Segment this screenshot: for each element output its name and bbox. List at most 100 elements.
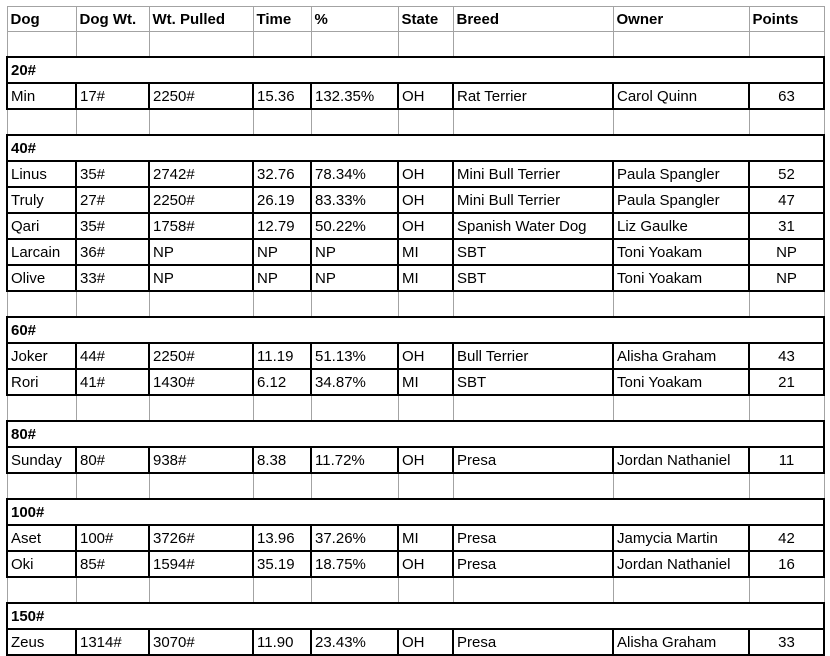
empty-cell[interactable] [6, 108, 77, 136]
cell-owner[interactable]: Jordan Nathaniel [612, 446, 750, 474]
cell-owner[interactable]: Toni Yoakam [612, 368, 750, 396]
cell-breed[interactable]: Rat Terrier [452, 82, 614, 110]
empty-cell[interactable] [252, 472, 312, 500]
cell-pct[interactable]: 34.87% [310, 368, 399, 396]
empty-cell[interactable] [148, 394, 254, 422]
weight-class-label[interactable]: 60# [6, 316, 825, 344]
cell-time[interactable]: 8.38 [252, 446, 312, 474]
cell-time[interactable]: 13.96 [252, 524, 312, 552]
cell-pct[interactable]: 83.33% [310, 186, 399, 214]
cell-breed[interactable]: Presa [452, 446, 614, 474]
cell-points[interactable]: 11 [748, 446, 825, 474]
header-cell-points[interactable]: Points [748, 6, 825, 32]
cell-points[interactable]: 31 [748, 212, 825, 240]
cell-breed[interactable]: Bull Terrier [452, 342, 614, 370]
empty-cell[interactable] [148, 31, 254, 58]
cell-breed[interactable]: Spanish Water Dog [452, 212, 614, 240]
cell-wt_pulled[interactable]: 3726# [148, 524, 254, 552]
cell-time[interactable]: 11.19 [252, 342, 312, 370]
empty-cell[interactable] [310, 290, 399, 318]
empty-cell[interactable] [148, 576, 254, 604]
cell-breed[interactable]: Mini Bull Terrier [452, 160, 614, 188]
empty-cell[interactable] [748, 472, 825, 500]
empty-cell[interactable] [6, 394, 77, 422]
empty-cell[interactable] [748, 576, 825, 604]
cell-time[interactable]: 12.79 [252, 212, 312, 240]
cell-dog_wt[interactable]: 80# [75, 446, 150, 474]
empty-cell[interactable] [310, 394, 399, 422]
cell-dog[interactable]: Joker [6, 342, 77, 370]
empty-cell[interactable] [612, 108, 750, 136]
cell-points[interactable]: 47 [748, 186, 825, 214]
header-cell-state[interactable]: State [397, 6, 454, 32]
cell-pct[interactable]: 23.43% [310, 628, 399, 656]
cell-dog[interactable]: Oki [6, 550, 77, 578]
empty-cell[interactable] [252, 31, 312, 58]
cell-time[interactable]: 15.36 [252, 82, 312, 110]
cell-breed[interactable]: SBT [452, 368, 614, 396]
weight-class-label[interactable]: 20# [6, 56, 825, 84]
cell-breed[interactable]: SBT [452, 264, 614, 292]
cell-pct[interactable]: 18.75% [310, 550, 399, 578]
cell-dog_wt[interactable]: 44# [75, 342, 150, 370]
cell-wt_pulled[interactable]: 2250# [148, 82, 254, 110]
empty-cell[interactable] [310, 31, 399, 58]
cell-wt_pulled[interactable]: 1758# [148, 212, 254, 240]
empty-cell[interactable] [397, 108, 454, 136]
cell-time[interactable]: 32.76 [252, 160, 312, 188]
cell-state[interactable]: MI [397, 238, 454, 266]
cell-dog[interactable]: Rori [6, 368, 77, 396]
cell-pct[interactable]: 132.35% [310, 82, 399, 110]
cell-state[interactable]: MI [397, 368, 454, 396]
empty-cell[interactable] [612, 290, 750, 318]
cell-wt_pulled[interactable]: 2250# [148, 342, 254, 370]
empty-cell[interactable] [252, 290, 312, 318]
empty-cell[interactable] [75, 31, 150, 58]
cell-owner[interactable]: Alisha Graham [612, 342, 750, 370]
empty-cell[interactable] [75, 576, 150, 604]
cell-dog[interactable]: Larcain [6, 238, 77, 266]
cell-points[interactable]: 42 [748, 524, 825, 552]
weight-class-label[interactable]: 150# [6, 602, 825, 630]
cell-pct[interactable]: 50.22% [310, 212, 399, 240]
cell-owner[interactable]: Toni Yoakam [612, 264, 750, 292]
empty-cell[interactable] [397, 472, 454, 500]
cell-owner[interactable]: Alisha Graham [612, 628, 750, 656]
cell-points[interactable]: 16 [748, 550, 825, 578]
cell-pct[interactable]: 51.13% [310, 342, 399, 370]
cell-owner[interactable]: Jamycia Martin [612, 524, 750, 552]
empty-cell[interactable] [252, 394, 312, 422]
empty-cell[interactable] [397, 576, 454, 604]
cell-owner[interactable]: Carol Quinn [612, 82, 750, 110]
cell-dog_wt[interactable]: 27# [75, 186, 150, 214]
empty-cell[interactable] [75, 290, 150, 318]
cell-dog[interactable]: Min [6, 82, 77, 110]
cell-dog[interactable]: Sunday [6, 446, 77, 474]
cell-points[interactable]: NP [748, 238, 825, 266]
cell-wt_pulled[interactable]: NP [148, 264, 254, 292]
cell-time[interactable]: 6.12 [252, 368, 312, 396]
cell-dog[interactable]: Truly [6, 186, 77, 214]
cell-points[interactable]: 33 [748, 628, 825, 656]
empty-cell[interactable] [397, 31, 454, 58]
cell-wt_pulled[interactable]: 2250# [148, 186, 254, 214]
weight-class-label[interactable]: 80# [6, 420, 825, 448]
cell-pct[interactable]: 37.26% [310, 524, 399, 552]
cell-breed[interactable]: Mini Bull Terrier [452, 186, 614, 214]
empty-cell[interactable] [6, 576, 77, 604]
cell-time[interactable]: NP [252, 264, 312, 292]
cell-state[interactable]: OH [397, 342, 454, 370]
weight-class-label[interactable]: 100# [6, 498, 825, 526]
header-cell-owner[interactable]: Owner [612, 6, 750, 32]
cell-state[interactable]: OH [397, 550, 454, 578]
cell-pct[interactable]: NP [310, 238, 399, 266]
cell-pct[interactable]: NP [310, 264, 399, 292]
cell-dog_wt[interactable]: 17# [75, 82, 150, 110]
cell-dog_wt[interactable]: 36# [75, 238, 150, 266]
cell-dog_wt[interactable]: 41# [75, 368, 150, 396]
empty-cell[interactable] [75, 472, 150, 500]
empty-cell[interactable] [612, 472, 750, 500]
empty-cell[interactable] [6, 290, 77, 318]
empty-cell[interactable] [310, 576, 399, 604]
cell-breed[interactable]: Presa [452, 628, 614, 656]
